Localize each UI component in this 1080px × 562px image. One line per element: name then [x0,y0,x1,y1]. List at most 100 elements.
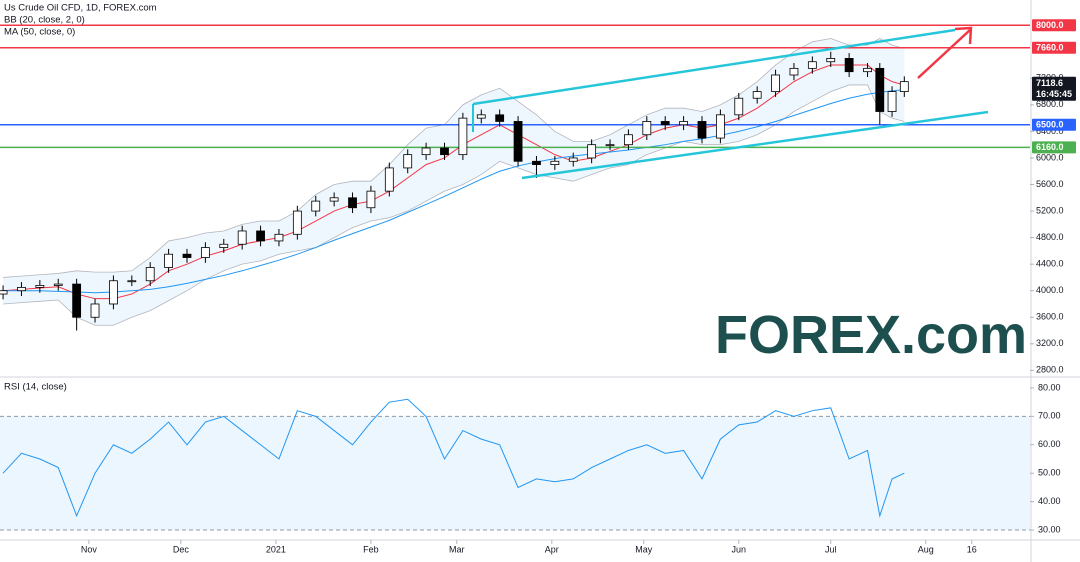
candle-body [72,283,82,318]
legend-bb: BB (20, close, 2, 0) [4,15,85,26]
arrow-head [954,26,973,45]
candle-body [366,190,376,209]
candle-body [899,81,909,92]
x-tick-label: Mar [449,544,465,554]
candle-body [771,74,780,92]
arrow [917,29,971,79]
y-tick-label: 80.00 [1038,382,1061,392]
candle-body [826,58,836,63]
candle-body [403,154,413,169]
rsi-title: RSI (14, close) [4,382,67,393]
candle-body [164,253,174,268]
y-tick-label: 3600.0 [1036,312,1064,322]
y-tick-label: 4400.0 [1036,259,1064,269]
candle-body [532,160,541,166]
level-label: 7660.0 [1036,43,1064,53]
x-tick-label: Dec [173,544,190,554]
y-tick-label: 5200.0 [1036,205,1064,215]
candle-body [642,121,652,136]
candle-body [384,167,394,192]
candle-body [17,286,26,292]
candle-body [109,280,118,305]
candle-body [311,200,321,212]
last-price-time: 16:45:45 [1036,89,1072,99]
y-tick-label: 30.00 [1038,524,1061,534]
logo: FOREX.com [715,305,1027,365]
x-tick-label: Aug [918,544,934,554]
x-tick-label: Jul [825,544,837,554]
candle-body [200,247,210,258]
candle-body [35,284,45,288]
candle-body [844,58,854,73]
x-tick-label: Nov [81,544,98,554]
x-tick-label: Feb [363,544,379,554]
ma-line [3,89,905,294]
candle-body [550,160,560,166]
candle-body [0,290,8,295]
level-label: 6500.0 [1036,120,1064,130]
y-tick-label: 5600.0 [1036,179,1064,189]
y-tick-label: 4800.0 [1036,232,1064,242]
y-tick-label: 70.00 [1038,411,1061,421]
candle-body [458,117,468,156]
candle-body [660,121,670,126]
y-tick-label: 50.00 [1038,468,1061,478]
y-tick-label: 2800.0 [1036,365,1064,375]
candle-body [752,91,762,99]
y-tick-label: 40.00 [1038,496,1061,506]
candle-body [624,134,633,146]
candle-body [789,67,799,76]
x-tick-label: May [635,544,653,554]
candle-body [145,267,155,282]
y-tick-label: 4000.0 [1036,285,1064,295]
x-tick-label: Apr [545,544,559,554]
bb-upper [3,38,905,278]
candle-body [807,61,817,69]
candle-body [887,91,897,112]
candle-body [440,147,449,156]
rsi-band-fill [0,416,1030,531]
candle-body [715,114,725,139]
candle-body [476,114,486,119]
last-price-box [1032,76,1076,101]
candle-body [127,280,137,283]
candle-body [697,121,707,139]
last-price-label: 7118.6 [1036,78,1063,88]
candle-body [329,197,339,202]
candle-body [495,114,505,122]
y-tick-label: 3200.0 [1036,338,1064,348]
rsi-line [2,398,905,518]
channel-lower [521,110,989,180]
candle-body [734,97,744,116]
candle-body [53,283,63,286]
x-tick-label: 2021 [266,544,286,554]
candle-body [863,67,872,73]
candle-body [348,197,357,209]
bb-fill [3,38,905,326]
level-label: 6160.0 [1036,142,1064,152]
candle-body [875,67,885,112]
candle-body [292,210,302,235]
x-tick-label: 16 [967,544,977,554]
level-label-box [1032,141,1076,154]
level-label: 8000.0 [1036,20,1064,30]
candle-body [421,147,431,156]
chart-title: Us Crude Oil CFD, 1D, FOREX.com [4,3,157,14]
candle-body [237,230,247,245]
y-tick-label: 6400.0 [1036,126,1064,136]
x-tick-label: Jun [732,544,747,554]
candle-body [587,144,597,159]
legend-ma: MA (50, close, 0) [4,27,75,38]
plot-layer [0,24,1030,531]
y-tick-label: 6800.0 [1036,99,1064,109]
candle-body [605,144,615,147]
candle-body [182,253,192,258]
candle-body [90,303,100,318]
y-tick-label: 60.00 [1038,439,1061,449]
level-label-box [1032,41,1076,54]
level-label-box [1032,118,1076,131]
level-label-box [1032,19,1076,32]
bb-lower [3,84,905,326]
channel-upper [472,28,956,106]
candle-body [219,243,229,248]
